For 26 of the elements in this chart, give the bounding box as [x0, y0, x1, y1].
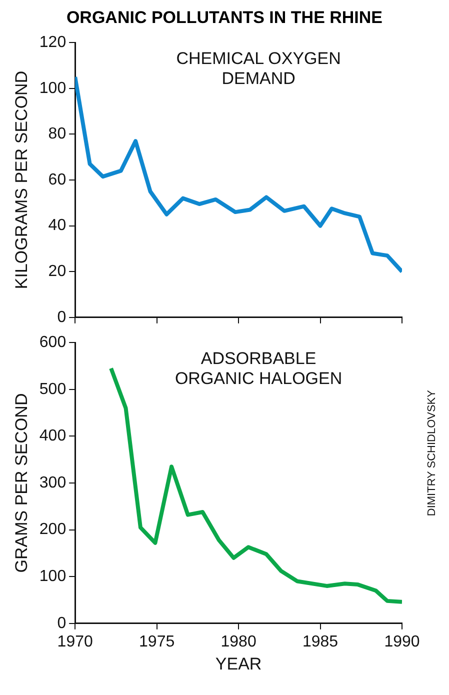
y-tick-label: 120 — [39, 34, 66, 52]
y-tick-label: 0 — [57, 614, 66, 632]
y-axis-title: GRAMS PER SECOND — [12, 393, 31, 573]
y-tick-label: 200 — [39, 521, 66, 538]
y-tick-label: 80 — [48, 126, 66, 143]
y-tick-label: 20 — [48, 263, 66, 280]
y-tick-label: 600 — [39, 334, 66, 352]
x-tick-label: 1980 — [220, 633, 256, 650]
y-tick-label: 100 — [39, 80, 66, 97]
y-tick-label: 60 — [48, 171, 66, 188]
y-tick-label: 300 — [39, 474, 66, 492]
x-tick-label: 1975 — [139, 633, 175, 650]
y-tick-label: 40 — [48, 217, 66, 234]
y-tick-label: 0 — [57, 308, 66, 326]
x-tick-label: 1990 — [384, 633, 420, 650]
chart-title: ORGANIC POLLUTANTS IN THE RHINE — [65, 8, 384, 28]
x-axis-title: YEAR — [215, 654, 262, 674]
text: DIMITRY SCHIDLOVSKY — [426, 390, 438, 516]
y-tick-label: 500 — [39, 380, 66, 398]
x-tick-label: 1985 — [302, 633, 338, 650]
y-tick-label: 400 — [39, 428, 66, 445]
x-tick-label: 1970 — [57, 633, 93, 650]
y-tick-label: 100 — [39, 568, 66, 586]
y-axis-title: KILOGRAMS PER SECOND — [12, 70, 31, 290]
annotation: ADSORBABLE ORGANIC HALOGEN — [174, 348, 342, 388]
annotation: CHEMICAL OXYGEN DEMAND — [176, 48, 341, 88]
